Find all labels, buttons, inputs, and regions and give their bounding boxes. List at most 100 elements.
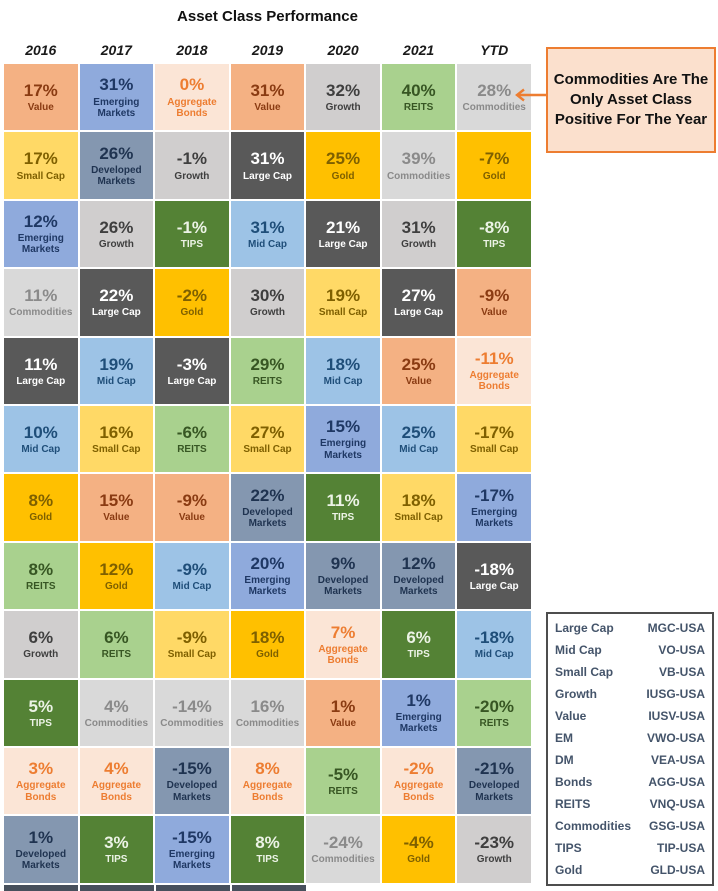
performance-cell: -15% Emerging Markets	[155, 816, 229, 883]
cell-label: Gold	[104, 580, 128, 592]
cell-label: Emerging Markets	[395, 712, 442, 735]
performance-cell: 29% REITS	[230, 337, 305, 404]
performance-cell: -24% Commodities	[306, 816, 380, 883]
performance-cell: 6% REITS	[79, 611, 154, 678]
performance-cell: -17% Emerging Markets	[457, 474, 531, 541]
cell-label: Emerging Markets	[244, 575, 291, 598]
cell-value: -24%	[323, 833, 363, 853]
cell-label: Value	[103, 512, 130, 524]
legend-ticker: IUSG-USA	[646, 687, 705, 701]
cell-value: 5%	[28, 696, 54, 716]
performance-cell: 31% Growth	[381, 200, 456, 268]
performance-cell: 15% Value	[79, 474, 154, 541]
legend-row: Growth IUSG-USA	[555, 687, 705, 701]
cell-value: 12%	[401, 554, 436, 574]
performance-cell: 18% Mid Cap	[306, 337, 380, 404]
cell-label: Developed Markets	[166, 780, 218, 803]
performance-cell: 4% Commodities	[79, 679, 154, 746]
performance-cell: 20% Emerging Markets	[230, 542, 305, 610]
cell-value: -4%	[403, 833, 434, 853]
cell-value: 6%	[28, 628, 54, 648]
performance-cell: 18% Gold	[230, 611, 305, 678]
cell-label: Growth	[325, 102, 361, 114]
cell-label: Aggregate Bonds	[16, 780, 66, 803]
cell-label: Aggregate Bonds	[167, 96, 217, 119]
cell-label: REITS	[403, 102, 434, 114]
cell-label: Growth	[476, 854, 512, 866]
legend-asset-label: DM	[555, 753, 574, 767]
performance-cell: 40% REITS	[381, 64, 456, 131]
cell-value: 11%	[24, 354, 58, 374]
cell-label: TIPS	[256, 854, 279, 866]
performance-cell: 17% Value	[4, 64, 78, 131]
performance-cell: -2% Gold	[155, 269, 229, 336]
performance-cell: 11% TIPS	[306, 474, 380, 541]
cell-label: Commodities	[386, 170, 451, 182]
performance-cell: 4% Aggregate Bonds	[79, 747, 154, 815]
cell-label: Emerging Markets	[17, 233, 64, 256]
cell-value: -17%	[474, 423, 515, 443]
cell-label: Growth	[174, 170, 210, 182]
cell-label: Emerging Markets	[93, 96, 140, 119]
performance-cell: 31% Large Cap	[230, 132, 305, 199]
cell-value: 31%	[250, 81, 285, 101]
cell-label: Emerging Markets	[168, 848, 215, 871]
cell-label: Developed Markets	[393, 575, 444, 598]
cell-label: REITS	[328, 786, 358, 798]
cell-value: 17%	[23, 81, 58, 101]
cell-label: Growth	[98, 238, 134, 250]
cell-label: TIPS	[331, 512, 355, 524]
legend-asset-label: Large Cap	[555, 621, 614, 635]
cell-value: 31%	[250, 217, 285, 237]
year-header-2017: 2017	[100, 42, 132, 58]
performance-cell: 16% Small Cap	[79, 405, 154, 473]
cell-label: REITS	[26, 580, 56, 592]
cell-value: 18%	[250, 628, 285, 648]
cell-value: 30%	[250, 286, 285, 306]
legend-ticker: VB-USA	[658, 665, 705, 679]
cell-label: Small Cap	[243, 444, 292, 456]
cell-value: 18%	[326, 354, 361, 374]
performance-cell: 27% Small Cap	[230, 405, 305, 473]
year-header-2018: 2018	[176, 42, 208, 58]
cell-value: 19%	[99, 354, 134, 374]
cell-label: TIPS	[180, 238, 204, 250]
cell-value: 40%	[401, 81, 436, 101]
cell-value: -7%	[479, 149, 510, 169]
cell-value: -9%	[176, 628, 208, 648]
cell-label: Growth	[401, 238, 437, 250]
legend-row: Commodities GSG-USA	[555, 819, 705, 833]
performance-cell: -1% TIPS	[155, 200, 229, 268]
performance-cell: 1% Developed Markets	[4, 816, 78, 883]
cell-value: -15%	[172, 827, 212, 847]
legend-asset-label: Value	[555, 709, 587, 723]
cell-label: Mid Cap	[96, 375, 136, 387]
cell-label: Value	[329, 717, 357, 729]
performance-cell: 8% REITS	[4, 542, 78, 610]
performance-cell: 32% Growth	[306, 64, 380, 131]
cell-value: 18%	[401, 491, 436, 511]
performance-cell: -4% Gold	[381, 816, 456, 883]
performance-cell: -17% Small Cap	[457, 405, 531, 473]
performance-cell: -11% Aggregate Bonds	[457, 337, 531, 404]
cell-label: Emerging Markets	[471, 506, 518, 530]
cell-label: Value	[27, 102, 54, 114]
legend-row: Bonds AGG-USA	[555, 775, 705, 789]
cell-label: Value	[178, 512, 205, 524]
legend-ticker: TIP-USA	[657, 841, 705, 855]
cell-value: -11%	[474, 349, 514, 369]
cell-label: Aggregate Bonds	[91, 780, 142, 803]
cell-value: -9%	[176, 559, 208, 579]
performance-cell: 16% Commodities	[230, 679, 305, 746]
legend-row: EM VWO-USA	[555, 731, 705, 745]
cell-value: 26%	[99, 143, 134, 163]
performance-cell: -8% TIPS	[457, 200, 531, 268]
legend-row: Mid Cap VO-USA	[555, 643, 705, 657]
legend-row: Small Cap VB-USA	[555, 665, 705, 679]
performance-cell: 31% Value	[230, 64, 305, 131]
performance-cell: 39% Commodities	[381, 132, 456, 199]
performance-cell: -6% REITS	[155, 405, 229, 473]
legend-ticker: GLD-USA	[650, 863, 705, 877]
performance-cell: 8% Aggregate Bonds	[230, 747, 305, 815]
legend-asset-label: Growth	[555, 687, 597, 701]
